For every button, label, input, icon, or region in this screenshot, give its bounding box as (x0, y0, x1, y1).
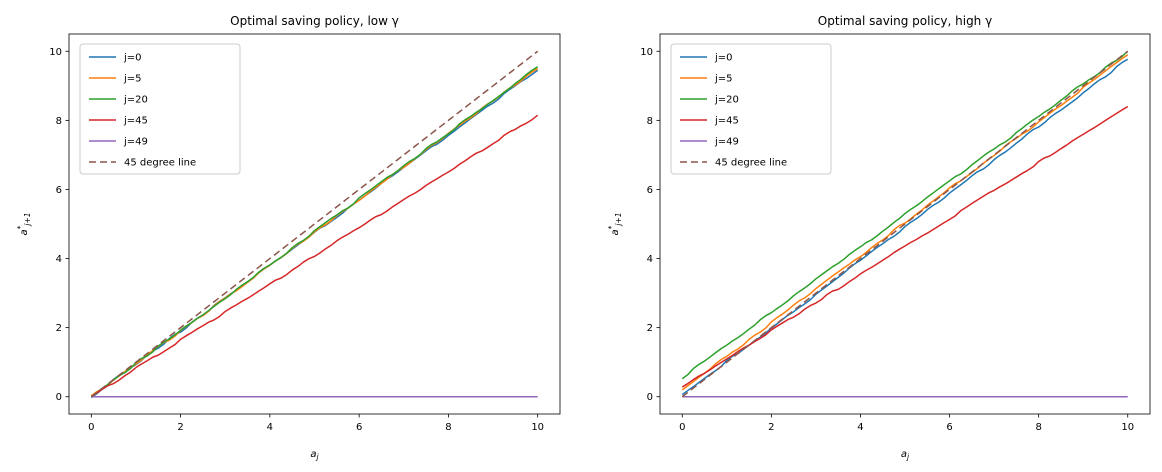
legend-box (670, 43, 832, 175)
series-line-j-5 (681, 54, 1129, 391)
x-tick-label: 0 (679, 422, 685, 433)
x-axis-label-sub: j (906, 453, 910, 462)
legend-label: 45 degree line (124, 158, 196, 169)
x-tick-label: 6 (356, 422, 362, 433)
x-axis-label-base: a (310, 449, 316, 460)
y-axis-label: a*j+1 (607, 212, 623, 235)
x-axis-label: aj (310, 449, 319, 462)
y-tick-label: 4 (647, 254, 653, 265)
legend-label: j=0 (714, 53, 733, 64)
series-line-45-degree-line (681, 50, 1129, 398)
legend-label: j=45 (123, 116, 148, 127)
y-axis-label-sup: * (607, 225, 616, 229)
x-tick-label: 6 (946, 422, 952, 433)
y-tick-label: 4 (56, 254, 62, 265)
series-line-j-20 (681, 50, 1129, 380)
x-axis-label-base: a (901, 449, 907, 460)
x-tick-label: 4 (267, 422, 273, 433)
y-axis-label-base: a (19, 229, 30, 235)
y-axis-label: a*j+1 (16, 212, 32, 235)
y-tick-label: 2 (647, 323, 653, 334)
legend-label: j=5 (123, 74, 142, 85)
x-tick-label: 2 (177, 422, 183, 433)
legend-label: j=20 (123, 95, 148, 106)
series-line-j-45 (90, 114, 539, 398)
x-axis-label-sub: j (316, 453, 320, 462)
legend: j=0 j=5 j=20 j=45 j=49 45 degree line (670, 43, 832, 175)
series-line-45-degree-line (90, 50, 539, 398)
x-tick-label: 2 (768, 422, 774, 433)
right-plot: 0 2 4 6 8 10 0 2 4 6 8 10 Optimal saving policy, hig… (607, 14, 1151, 462)
plot-title: Optimal saving policy, low γ (230, 14, 399, 28)
y-tick-label: 10 (49, 47, 62, 58)
x-axis-label: aj (901, 449, 910, 462)
y-axis-label-sup: * (16, 225, 25, 229)
y-axis-label-sub: j+1 (23, 212, 32, 226)
legend-label: j=49 (123, 137, 148, 148)
y-tick-label: 8 (647, 116, 653, 127)
series-line-j-20 (90, 66, 539, 398)
legend-label: j=45 (714, 116, 739, 127)
axes-spines (68, 33, 561, 415)
legend: j=0 j=5 j=20 j=45 j=49 45 degree line (79, 43, 241, 175)
x-tick-label: 10 (531, 422, 544, 433)
legend-label: j=5 (714, 74, 733, 85)
x-tick-label: 4 (857, 422, 863, 433)
legend-label: j=20 (714, 95, 739, 106)
x-tick-label: 8 (1035, 422, 1041, 433)
series-line-j-45 (681, 105, 1129, 388)
left-plot: 0 2 4 6 8 10 0 2 4 6 8 10 Optimal saving policy, low… (16, 14, 561, 462)
y-tick-label: 6 (647, 185, 653, 196)
plot-title: Optimal saving policy, high γ (818, 14, 992, 28)
x-tick-label: 0 (88, 422, 94, 433)
y-tick-label: 8 (56, 116, 62, 127)
y-axis-label-base: a (610, 229, 621, 235)
axes-spines (659, 33, 1151, 415)
y-tick-label: 0 (56, 392, 62, 403)
y-tick-label: 0 (647, 392, 653, 403)
x-tick-label: 8 (445, 422, 451, 433)
y-tick-label: 2 (56, 323, 62, 334)
legend-box (79, 43, 241, 175)
x-tick-label: 10 (1121, 422, 1134, 433)
y-tick-label: 10 (640, 47, 653, 58)
legend-label: j=49 (714, 137, 739, 148)
legend-label: 45 degree line (715, 158, 787, 169)
y-tick-label: 6 (56, 185, 62, 196)
y-axis-label-sub: j+1 (614, 212, 623, 226)
legend-label: j=0 (123, 53, 142, 64)
